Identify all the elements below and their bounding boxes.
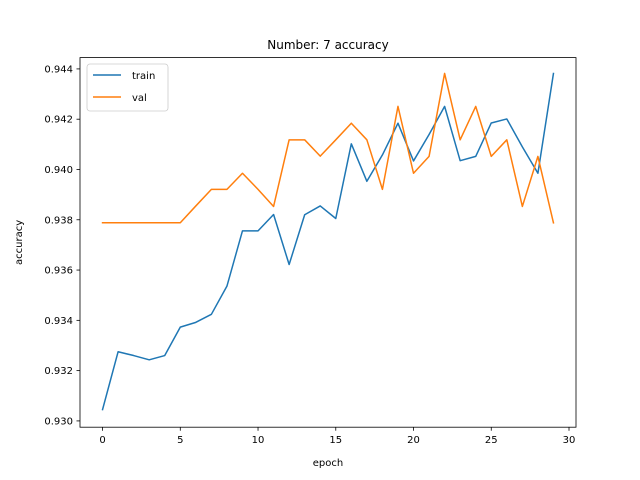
- legend: train val: [86, 63, 169, 112]
- y-tick-label: 0.930: [44, 416, 73, 427]
- x-axis-label: epoch: [313, 458, 343, 469]
- y-tick-label: 0.936: [44, 266, 73, 277]
- y-tick-label: 0.932: [44, 366, 73, 377]
- x-tick-label: 20: [407, 435, 420, 446]
- x-tick-label: 0: [99, 435, 105, 446]
- x-tick-label: 25: [485, 435, 498, 446]
- x-tick-label: 5: [177, 435, 183, 446]
- y-axis-ticks: 0.930 0.932 0.934 0.936 0.938 0.940 0.942 0.944: [44, 64, 80, 427]
- y-tick-label: 0.938: [44, 215, 73, 226]
- legend-label-val: val: [132, 93, 147, 104]
- y-tick-label: 0.940: [44, 165, 73, 176]
- legend-box: [86, 63, 169, 112]
- x-tick-label: 10: [252, 435, 265, 446]
- series-line-train: [101, 72, 555, 411]
- legend-label-train: train: [132, 71, 155, 82]
- x-axis-ticks: 0 5 10 15 20 25 30: [99, 427, 575, 446]
- y-tick-label: 0.944: [44, 64, 73, 75]
- x-tick-label: 15: [329, 435, 342, 446]
- chart-title: Number: 7 accuracy: [267, 38, 388, 52]
- y-tick-label: 0.942: [44, 115, 73, 126]
- y-tick-label: 0.934: [44, 316, 73, 327]
- series-line-val: [101, 72, 555, 224]
- y-axis-label: accuracy: [14, 220, 25, 265]
- plot-lines: [101, 72, 555, 411]
- plot-frame: [79, 57, 577, 428]
- x-tick-label: 30: [563, 435, 576, 446]
